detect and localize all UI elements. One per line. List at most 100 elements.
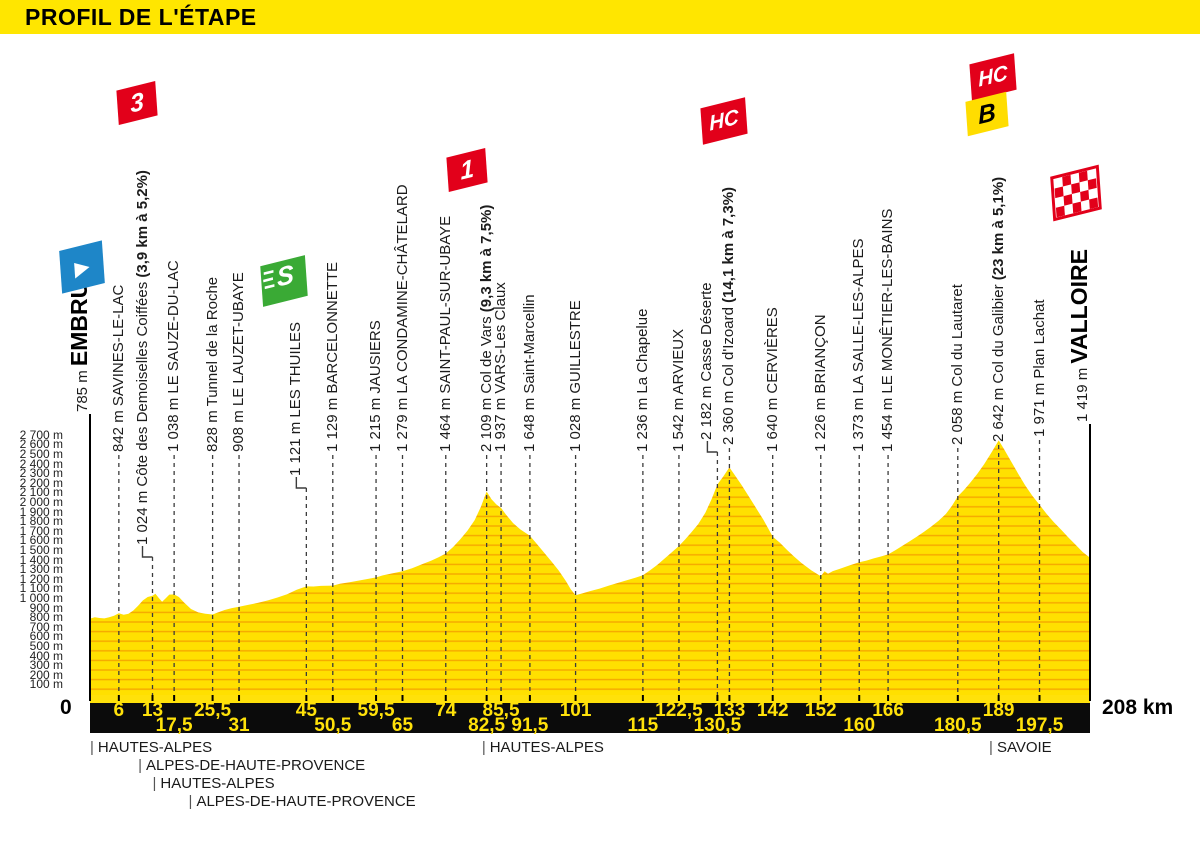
waypoint-name: BRIANÇON bbox=[811, 314, 829, 394]
waypoint-name: Col du Galibier bbox=[989, 284, 1007, 384]
waypoint-elevation: 785 m bbox=[74, 366, 91, 412]
elevation-tick-label: 700 m bbox=[29, 619, 63, 634]
waypoint-label: 1 373 m LA SALLE-LES-ALPES bbox=[850, 239, 867, 452]
sprint-lines-icon: S bbox=[263, 258, 295, 293]
waypoint-name: Tunnel de la Roche bbox=[203, 276, 221, 407]
finish-flag-icon bbox=[1050, 164, 1102, 222]
waypoint-elbow bbox=[141, 546, 153, 558]
km-tick-label: 101 bbox=[559, 700, 592, 721]
department-name: HAUTES-ALPES bbox=[160, 775, 275, 792]
waypoint-name: VARS-Les Claux bbox=[492, 282, 510, 394]
waypoint-label: 2 058 m Col du Lautaret bbox=[949, 284, 966, 445]
km-axis-strip bbox=[90, 695, 1090, 703]
waypoint-name: Saint-Marcellin bbox=[520, 294, 538, 394]
waypoint-label: 2 642 m Col du Galibier (23 km à 5,1%) bbox=[990, 177, 1007, 442]
waypoint-elevation: 1 454 m bbox=[879, 393, 897, 452]
waypoint-elevation: 1 028 m bbox=[566, 393, 584, 452]
km-total-label: 208 km bbox=[1102, 696, 1174, 719]
waypoint-label: 1 971 m Plan Lachat bbox=[1031, 299, 1048, 437]
waypoint-elevation: 1 024 m bbox=[133, 486, 151, 545]
km-tick-label: 115 bbox=[627, 715, 659, 736]
waypoint-elevation: 2 182 m bbox=[698, 381, 716, 440]
elevation-tick-label: 400 m bbox=[29, 648, 63, 663]
km-tick-label: 166 bbox=[872, 700, 904, 721]
waypoint-label: 1 937 m VARS-Les Claux bbox=[492, 282, 509, 452]
department-boundary-mark: | bbox=[90, 739, 94, 756]
waypoint-label: 1 038 m LE SAUZE-DU-LAC bbox=[165, 260, 182, 452]
waypoint-name: LA SALLE-LES-ALPES bbox=[850, 238, 868, 394]
department-label: | ALPES-DE-HAUTE-PROVENCE bbox=[138, 758, 365, 774]
department-name: SAVOIE bbox=[996, 739, 1052, 756]
waypoint-name: BARCELONNETTE bbox=[323, 261, 341, 394]
waypoint-elevation: 1 121 m bbox=[287, 417, 305, 476]
department-name: HAUTES-ALPES bbox=[97, 739, 213, 756]
waypoint-elevation: 1 038 m bbox=[165, 393, 183, 452]
climb-stats: (14,1 km à 7,3%) bbox=[720, 186, 738, 303]
elevation-tick-label: 2 700 m bbox=[19, 427, 63, 442]
department-label: | ALPES-DE-HAUTE-PROVENCE bbox=[189, 794, 416, 810]
waypoint-name: LE LAUZET-UBAYE bbox=[230, 272, 248, 407]
waypoint-elevation: 2 642 m bbox=[989, 383, 1007, 442]
km-tick-label: 31 bbox=[228, 715, 250, 736]
elevation-tick-label: 100 m bbox=[29, 677, 63, 692]
km-tick-label: 142 bbox=[756, 700, 789, 721]
km-tick-label: 189 bbox=[982, 700, 1015, 721]
waypoint-name: Casse Déserte bbox=[698, 282, 716, 382]
elevation-tick-label: 1 600 m bbox=[19, 533, 63, 548]
km-tick-label: 180,5 bbox=[934, 715, 982, 736]
elevation-tick-label: 800 m bbox=[29, 610, 63, 625]
waypoint-name: LE MONÊTIER-LES-BAINS bbox=[879, 208, 897, 394]
elevation-tick-label: 2 600 m bbox=[19, 437, 63, 452]
waypoint-elevation: 1 648 m bbox=[520, 393, 538, 452]
km-tick-label: 13 bbox=[141, 700, 164, 721]
elevation-tick-label: 1 000 m bbox=[19, 591, 63, 605]
department-label: | HAUTES-ALPES bbox=[153, 776, 275, 792]
elevation-tick-label: 900 m bbox=[29, 600, 63, 615]
waypoint-name: Côte des Demoiselles Coiffées bbox=[133, 281, 151, 487]
km-tick-label: 74 bbox=[435, 700, 457, 721]
km-tick-label: 133 bbox=[713, 700, 746, 721]
elevation-tick-label: 1 300 m bbox=[19, 562, 63, 577]
waypoint-name: LA CONDAMINE-CHÂTELARD bbox=[393, 184, 411, 394]
elevation-tick-label: 2 400 m bbox=[19, 456, 63, 471]
waypoint-elevation: 1 640 m bbox=[763, 393, 781, 452]
km-tick-label: 130,5 bbox=[693, 715, 742, 736]
waypoint-elevation: 1 937 m bbox=[492, 393, 510, 452]
waypoint-elevation: 2 360 m bbox=[720, 386, 738, 445]
department-label: | HAUTES-ALPES bbox=[482, 740, 604, 756]
waypoint-label: 1 542 m ARVIEUX bbox=[670, 329, 687, 452]
waypoint-elevation: 842 m bbox=[109, 406, 127, 452]
waypoint-label: 1 215 m JAUSIERS bbox=[367, 320, 384, 452]
waypoint-label: 1 028 m GUILLESTRE bbox=[567, 300, 584, 452]
elevation-tick-label: 300 m bbox=[29, 658, 63, 673]
km-tick-label: 160 bbox=[843, 715, 876, 736]
climb-stats: (3,9 km à 5,2%) bbox=[133, 170, 151, 278]
waypoint-name: Plan Lachat bbox=[1030, 299, 1048, 379]
elevation-tick-label: 2 200 m bbox=[19, 475, 63, 490]
waypoint-elbow bbox=[706, 441, 718, 453]
waypoint-name: SAINT-PAUL-SUR-UBAYE bbox=[436, 215, 454, 394]
waypoint-elevation: 1 215 m bbox=[367, 393, 385, 452]
km-tick-label: 25,5 bbox=[194, 700, 232, 721]
waypoint-name: SAVINES-LE-LAC bbox=[109, 284, 127, 407]
waypoint-name: ARVIEUX bbox=[669, 328, 687, 395]
waypoint-name: LES THUILES bbox=[287, 322, 305, 418]
waypoint-label: 1 226 m BRIANÇON bbox=[812, 314, 829, 452]
elevation-tick-label: 2 500 m bbox=[19, 447, 63, 461]
waypoint-label: 2 182 m Casse Déserte bbox=[698, 282, 715, 440]
waypoint-elevation: 1 226 m bbox=[811, 393, 829, 452]
waypoint-label: 1 129 m BARCELONNETTE bbox=[324, 262, 341, 452]
km-tick-label: 85,5 bbox=[482, 700, 520, 721]
department-name: ALPES-DE-HAUTE-PROVENCE bbox=[196, 793, 416, 810]
km-tick-label: 82,5 bbox=[468, 715, 506, 736]
waypoint-label: 842 m SAVINES-LE-LAC bbox=[110, 285, 127, 452]
waypoint-name: Col du Lautaret bbox=[948, 284, 966, 387]
elevation-tick-label: 1 800 m bbox=[19, 514, 63, 529]
play-icon: ▶ bbox=[73, 254, 91, 281]
department-boundary-mark: | bbox=[152, 775, 157, 792]
km-tick-label: 197,5 bbox=[1015, 715, 1064, 736]
km-tick-label: 152 bbox=[804, 700, 837, 721]
waypoint-elevation: 1 971 m bbox=[1030, 378, 1048, 437]
waypoint-elevation: 2 058 m bbox=[948, 386, 966, 445]
